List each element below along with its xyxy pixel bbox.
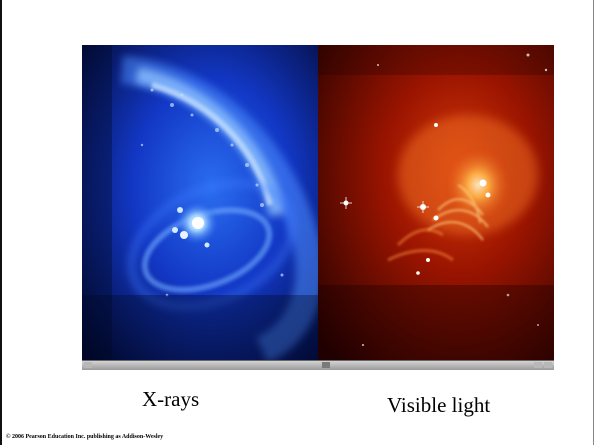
scroll-end-arrow-icon[interactable] (544, 362, 552, 368)
xray-image (82, 45, 318, 360)
image-scrollbar[interactable] (82, 360, 554, 370)
scroll-right-arrow-icon[interactable] (534, 362, 542, 368)
copyright-notice: © 2006 Pearson Education Inc. publishing… (6, 434, 164, 440)
xrays-caption: X-rays (142, 387, 200, 411)
crab-nebula-comparison-image (82, 45, 554, 360)
visible-light-caption: Visible light (387, 393, 491, 417)
scrollbar-thumb[interactable] (322, 362, 330, 368)
scroll-left-arrow-icon[interactable] (84, 362, 92, 368)
visible-light-image (318, 45, 554, 360)
